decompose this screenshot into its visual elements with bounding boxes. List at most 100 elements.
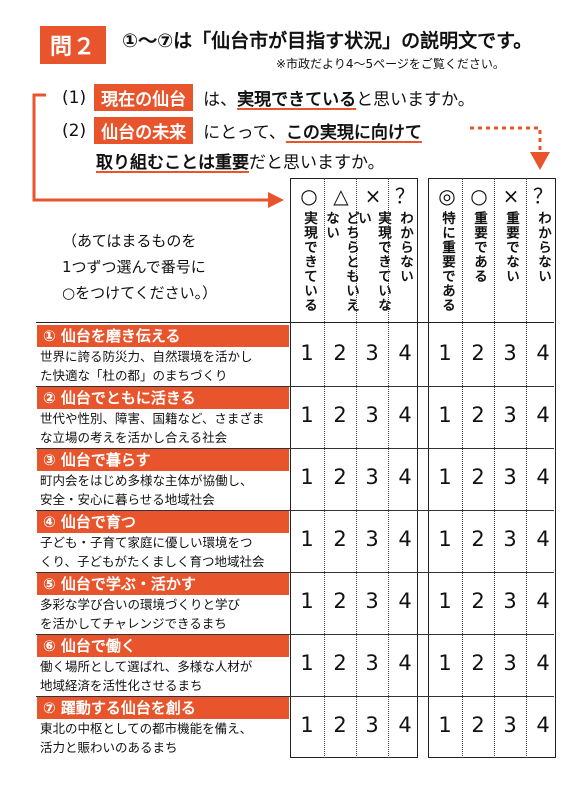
future-choice-2[interactable]: 2 [471,465,485,489]
column-label: どちらともいえない [323,211,359,313]
future-choice-1[interactable]: 1 [438,403,452,427]
column-symbol: ？ [395,184,415,208]
current-choice-2[interactable]: 2 [333,403,347,427]
future-choice-3[interactable]: 3 [503,403,517,427]
current-choice-1[interactable]: 1 [300,465,314,489]
future-choice-2[interactable]: 2 [471,341,485,365]
future-choice-1[interactable]: 1 [438,527,452,551]
column-header: △ どちらともいえない [323,183,359,321]
current-choice-4[interactable]: 4 [398,589,412,613]
current-choice-2[interactable]: 2 [333,465,347,489]
future-choice-3[interactable]: 3 [503,465,517,489]
future-choice-1[interactable]: 1 [438,651,452,675]
current-choice-2[interactable]: 2 [333,713,347,737]
row-divider [36,572,554,573]
row-description-line: な立場の考えを活かし合える社会 [40,430,228,445]
future-choice-1[interactable]: 1 [438,713,452,737]
row-divider [36,696,554,697]
instruction-text: （あてはまるものを 1つずつ選んで番号に ○をつけてください。） [62,228,217,306]
table-row: ⑥ 仙台で働く 働く場所として選ばれ、多様な人材が 地域経済を活性化させるまち [37,635,289,697]
current-choice-1[interactable]: 1 [300,527,314,551]
instruction-line: （あてはまるものを [62,232,197,250]
current-choice-3[interactable]: 3 [365,527,379,551]
row-description-line: 働く場所として選ばれ、多様な人材が [40,659,253,674]
future-choice-3[interactable]: 3 [503,527,517,551]
current-choice-3[interactable]: 3 [365,465,379,489]
row-description-line: 活力と賑わいのあるまち [40,740,178,755]
current-choice-4[interactable]: 4 [398,527,412,551]
future-choice-4[interactable]: 4 [536,465,550,489]
instruction-line: ○をつけてください。） [62,284,218,302]
future-choice-3[interactable]: 3 [503,651,517,675]
future-choice-1[interactable]: 1 [438,465,452,489]
future-choice-1[interactable]: 1 [438,341,452,365]
question-number-badge: 問２ [40,26,106,64]
current-choice-1[interactable]: 1 [300,341,314,365]
future-choice-4[interactable]: 4 [536,713,550,737]
current-choice-1[interactable]: 1 [300,651,314,675]
table-row: ① 仙台を磨き伝える 世界に誇る防災力、自然環境を活かし た快適な「杜の都」のまちづ… [37,325,289,387]
column-header: ？ わからない [525,183,561,321]
column-divider [494,178,495,758]
future-choice-4[interactable]: 4 [536,589,550,613]
current-choice-3[interactable]: 3 [365,403,379,427]
future-choice-4[interactable]: 4 [536,651,550,675]
current-choice-3[interactable]: 3 [365,589,379,613]
column-header: × 実現できていない [355,183,391,321]
current-choice-4[interactable]: 4 [398,341,412,365]
question-heading: ①～⑦は「仙台市が目指す状況」の説明文です。 [122,30,533,52]
row-description-line: 子ども・子育て家庭に優しい環境をつ [40,535,253,550]
row-description-line: 町内会をはじめ多様な主体が協働し、 [40,473,253,488]
current-choice-1[interactable]: 1 [300,403,314,427]
table-row: ③ 仙台で暮らす町内会をはじめ多様な主体が協働し、 安全・安心に暮らせる地域社会 [37,449,289,511]
current-choice-3[interactable]: 3 [365,341,379,365]
current-choice-3[interactable]: 3 [365,713,379,737]
future-choice-3[interactable]: 3 [503,589,517,613]
future-choice-1[interactable]: 1 [438,589,452,613]
current-choice-4[interactable]: 4 [398,403,412,427]
future-sendai-tag: 仙台の未来 [94,117,194,144]
column-header: × 重要でない [493,183,529,321]
table-row: ② 仙台でともに活きる 世代や性別、障害、国籍など、さまざま な立場の考えを活かし合… [37,387,289,449]
current-choice-2[interactable]: 2 [333,651,347,675]
current-choice-1[interactable]: 1 [300,589,314,613]
future-choice-2[interactable]: 2 [471,713,485,737]
column-label: 重要でない [503,211,519,284]
future-choice-3[interactable]: 3 [503,341,517,365]
column-label: 特に重要である [439,211,455,313]
column-divider [462,178,463,758]
future-answer-frame [428,178,556,758]
future-choice-4[interactable]: 4 [536,403,550,427]
column-header: ○ 実現できている [291,183,327,321]
row-description-line: 安全・安心に暮らせる地域社会 [40,492,215,507]
current-choice-4[interactable]: 4 [398,651,412,675]
question-2-pre: にとって、 [203,123,286,143]
current-choice-2[interactable]: 2 [333,341,347,365]
future-choice-2[interactable]: 2 [471,651,485,675]
row-description: 世界に誇る防災力、自然環境を活かし た快適な「杜の都」のまちづくり [37,347,289,385]
current-choice-2[interactable]: 2 [333,527,347,551]
future-choice-2[interactable]: 2 [471,527,485,551]
current-choice-4[interactable]: 4 [398,713,412,737]
row-title: ① 仙台を磨き伝える [37,325,289,347]
current-choice-4[interactable]: 4 [398,465,412,489]
row-title: ③ 仙台で暮らす [37,449,289,471]
table-row: ⑦ 躍動する仙台を創る 東北の中枢としての都市機能を備え、 活力と賑わいのあるまち [37,697,289,759]
current-choice-1[interactable]: 1 [300,713,314,737]
current-choice-3[interactable]: 3 [365,651,379,675]
column-symbol: △ [333,184,349,208]
future-choice-4[interactable]: 4 [536,527,550,551]
column-symbol: × [502,184,520,208]
future-choice-4[interactable]: 4 [536,341,550,365]
header-divider [36,322,554,323]
future-choice-2[interactable]: 2 [471,403,485,427]
column-divider [388,178,389,758]
row-description-line: 世界に誇る防災力、自然環境を活かし [40,349,253,364]
column-divider [356,178,357,758]
future-choice-3[interactable]: 3 [503,713,517,737]
current-choice-2[interactable]: 2 [333,589,347,613]
column-symbol: ○ [300,184,318,208]
future-choice-2[interactable]: 2 [471,589,485,613]
row-description-line: 地域経済を活性化させるまち [40,678,203,693]
column-divider [324,178,325,758]
